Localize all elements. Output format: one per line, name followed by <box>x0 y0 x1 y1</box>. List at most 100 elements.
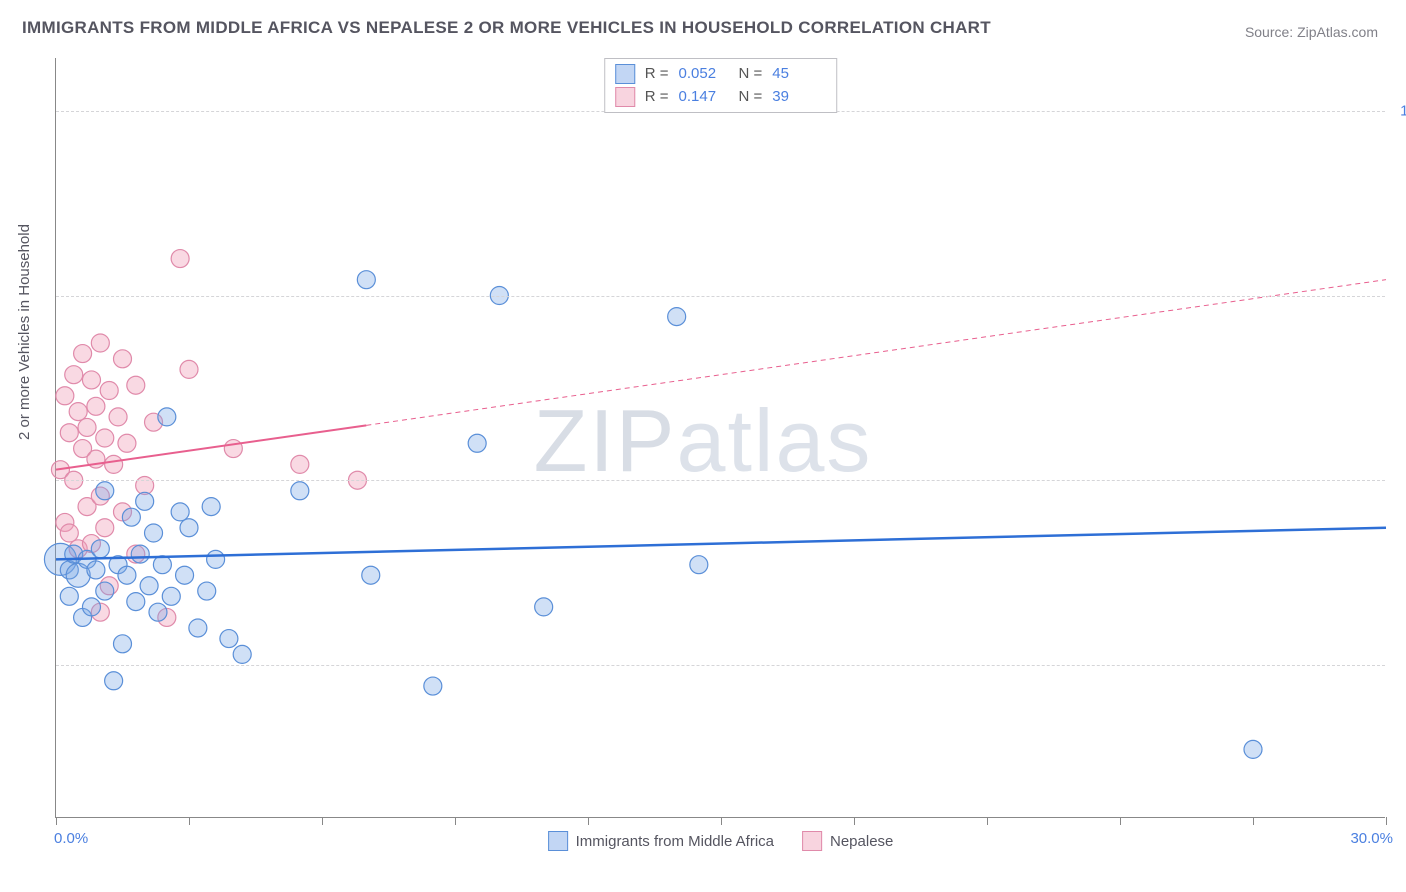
x-tick <box>1386 817 1387 825</box>
legend-label-blue: Immigrants from Middle Africa <box>576 833 774 850</box>
data-point <box>78 418 96 436</box>
data-point <box>131 545 149 563</box>
data-point <box>91 540 109 558</box>
x-tick <box>854 817 855 825</box>
data-point <box>158 408 176 426</box>
data-point <box>136 492 154 510</box>
x-tick <box>56 817 57 825</box>
plot-area: R = 0.052 N = 45 R = 0.147 N = 39 Immigr… <box>55 58 1385 818</box>
data-point <box>87 561 105 579</box>
x-tick <box>455 817 456 825</box>
data-point <box>74 345 92 363</box>
data-point <box>291 455 309 473</box>
data-point <box>233 645 251 663</box>
data-point <box>145 524 163 542</box>
r-value-blue: 0.052 <box>679 63 729 86</box>
x-tick <box>189 817 190 825</box>
data-point <box>127 376 145 394</box>
swatch-pink-icon <box>615 87 635 107</box>
legend-item-blue: Immigrants from Middle Africa <box>548 831 774 851</box>
data-point <box>96 482 114 500</box>
chart-svg <box>56 58 1385 817</box>
data-point <box>96 582 114 600</box>
data-point <box>180 519 198 537</box>
data-point <box>202 498 220 516</box>
n-label: N = <box>739 86 763 109</box>
r-value-pink: 0.147 <box>679 86 729 109</box>
data-point <box>114 635 132 653</box>
grid-line <box>56 480 1385 481</box>
chart-title: IMMIGRANTS FROM MIDDLE AFRICA VS NEPALES… <box>22 18 991 38</box>
data-point <box>122 508 140 526</box>
data-point <box>198 582 216 600</box>
x-tick <box>322 817 323 825</box>
data-point <box>1244 740 1262 758</box>
data-point <box>60 524 78 542</box>
data-point <box>127 593 145 611</box>
y-axis-label: 2 or more Vehicles in Household <box>16 224 33 440</box>
data-point <box>362 566 380 584</box>
legend-bottom: Immigrants from Middle Africa Nepalese <box>548 831 894 851</box>
data-point <box>96 429 114 447</box>
data-point <box>105 455 123 473</box>
swatch-pink-icon <box>802 831 822 851</box>
legend-label-pink: Nepalese <box>830 833 893 850</box>
data-point <box>468 434 486 452</box>
data-point <box>87 397 105 415</box>
data-point <box>357 271 375 289</box>
grid-line <box>56 296 1385 297</box>
swatch-blue-icon <box>548 831 568 851</box>
data-point <box>153 556 171 574</box>
x-tick <box>588 817 589 825</box>
r-label: R = <box>645 86 669 109</box>
legend-item-pink: Nepalese <box>802 831 893 851</box>
data-point <box>82 598 100 616</box>
data-point <box>56 387 74 405</box>
n-value-blue: 45 <box>772 63 822 86</box>
data-point <box>65 366 83 384</box>
data-point <box>668 308 686 326</box>
data-point <box>96 519 114 537</box>
legend-row-blue: R = 0.052 N = 45 <box>615 63 823 86</box>
data-point <box>535 598 553 616</box>
x-tick-label: 0.0% <box>54 830 88 847</box>
grid-line <box>56 665 1385 666</box>
x-tick <box>987 817 988 825</box>
data-point <box>118 434 136 452</box>
data-point <box>162 587 180 605</box>
data-point <box>690 556 708 574</box>
data-point <box>91 334 109 352</box>
data-point <box>69 403 87 421</box>
data-point <box>291 482 309 500</box>
data-point <box>176 566 194 584</box>
data-point <box>224 440 242 458</box>
source-attribution: Source: ZipAtlas.com <box>1245 24 1378 40</box>
data-point <box>171 503 189 521</box>
data-point <box>140 577 158 595</box>
data-point <box>220 630 238 648</box>
trend-line-blue <box>56 528 1386 560</box>
swatch-blue-icon <box>615 64 635 84</box>
data-point <box>118 566 136 584</box>
data-point <box>189 619 207 637</box>
data-point <box>100 382 118 400</box>
x-tick <box>1253 817 1254 825</box>
data-point <box>105 672 123 690</box>
data-point <box>149 603 167 621</box>
x-tick <box>1120 817 1121 825</box>
n-value-pink: 39 <box>772 86 822 109</box>
r-label: R = <box>645 63 669 86</box>
data-point <box>114 350 132 368</box>
data-point <box>109 408 127 426</box>
x-tick-label: 30.0% <box>1350 830 1393 847</box>
x-tick <box>721 817 722 825</box>
data-point <box>82 371 100 389</box>
data-point <box>60 424 78 442</box>
trend-line-pink-dash <box>366 280 1386 426</box>
y-tick-label: 100.0% <box>1400 102 1406 119</box>
data-point <box>424 677 442 695</box>
legend-stats: R = 0.052 N = 45 R = 0.147 N = 39 <box>604 58 838 113</box>
legend-row-pink: R = 0.147 N = 39 <box>615 86 823 109</box>
data-point <box>171 250 189 268</box>
data-point <box>207 550 225 568</box>
